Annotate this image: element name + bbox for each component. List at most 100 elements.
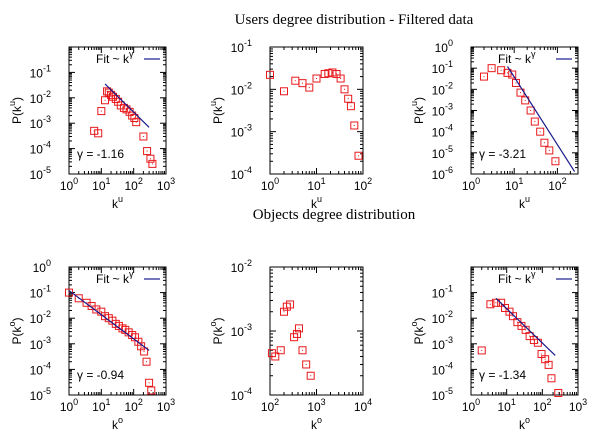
gamma-annotation: γ = -1.16 bbox=[77, 147, 124, 161]
data-point-center bbox=[150, 389, 152, 391]
data-point bbox=[279, 307, 288, 316]
data-point-center bbox=[548, 364, 550, 366]
data-point-center bbox=[554, 160, 556, 162]
data-point-center bbox=[289, 303, 291, 305]
y-tick-label: 10-4 bbox=[432, 360, 453, 377]
data-point-center bbox=[283, 90, 285, 92]
data-point bbox=[145, 378, 154, 387]
data-point bbox=[109, 92, 118, 101]
x-tick-label: 102 bbox=[124, 176, 142, 193]
data-point-center bbox=[106, 90, 108, 92]
data-point-center bbox=[507, 72, 509, 74]
y-tick-label: 10-5 bbox=[30, 165, 51, 182]
data-point-center bbox=[539, 131, 541, 133]
y-tick-label: 10-1 bbox=[432, 59, 453, 76]
y-tick-label: 10-4 bbox=[30, 360, 51, 377]
y-tick-label: 10-1 bbox=[231, 38, 252, 55]
data-point-center bbox=[495, 302, 497, 304]
data-point-center bbox=[131, 115, 133, 117]
gamma-annotation: γ = -1.34 bbox=[479, 368, 526, 382]
data-point-center bbox=[283, 311, 285, 313]
x-tick-label: 102 bbox=[261, 397, 279, 414]
data-point-center bbox=[148, 382, 150, 384]
data-point-center bbox=[142, 135, 144, 137]
data-point bbox=[90, 126, 99, 135]
data-point-center bbox=[525, 329, 527, 331]
data-point-center bbox=[298, 327, 300, 329]
data-point-center bbox=[68, 292, 70, 294]
data-point bbox=[142, 357, 151, 366]
y-tick-label: 10-3 bbox=[432, 335, 453, 352]
data-point bbox=[276, 346, 285, 355]
chart-panel-4: 100 101 102 103 10-5 10-4 10-3 10-2 10-1 100 ko P(k… bbox=[7, 258, 175, 432]
plot-frame bbox=[68, 46, 167, 175]
data-point-center bbox=[294, 80, 296, 82]
data-point bbox=[298, 79, 307, 88]
y-tick-label: 10-1 bbox=[30, 63, 51, 80]
plot-frame bbox=[269, 266, 364, 396]
data-point-center bbox=[121, 327, 123, 329]
data-point-center bbox=[548, 149, 550, 151]
data-point-center bbox=[350, 105, 352, 107]
data-point-center bbox=[97, 132, 99, 134]
y-axis-label: P(ko) bbox=[409, 317, 426, 344]
data-point bbox=[306, 371, 315, 380]
data-point-center bbox=[308, 87, 310, 89]
y-axis-label: P(ku) bbox=[7, 97, 24, 124]
data-point bbox=[92, 305, 101, 314]
data-point-center bbox=[530, 110, 532, 111]
y-tick-label: 10-2 bbox=[432, 80, 453, 97]
data-point bbox=[477, 346, 486, 355]
data-point-center bbox=[133, 117, 135, 119]
y-tick-label: 10-5 bbox=[432, 144, 453, 161]
data-point bbox=[286, 300, 295, 309]
data-point-center bbox=[534, 121, 536, 123]
y-tick-label: 10-2 bbox=[231, 258, 252, 275]
y-tick-label: 10-2 bbox=[432, 309, 453, 326]
row1-title: Users degree distribution - Filtered dat… bbox=[235, 12, 474, 28]
data-point bbox=[140, 347, 149, 356]
y-tick-label: 10-4 bbox=[231, 386, 252, 403]
data-point bbox=[336, 74, 345, 83]
data-point-center bbox=[357, 155, 359, 157]
plot-frame bbox=[470, 266, 579, 396]
data-point-center bbox=[151, 163, 153, 165]
data-point-center bbox=[302, 82, 304, 84]
data-point bbox=[128, 111, 137, 120]
data-point bbox=[266, 70, 274, 79]
data-point bbox=[147, 386, 156, 395]
x-tick-label: 102 bbox=[548, 176, 566, 193]
y-tick-label: 10-5 bbox=[432, 386, 453, 403]
x-tick-label: 103 bbox=[157, 397, 175, 414]
data-point-center bbox=[557, 392, 559, 394]
legend-label: Fit ~ kγ bbox=[498, 269, 536, 286]
data-point-center bbox=[504, 307, 506, 309]
data-point-center bbox=[516, 321, 518, 323]
data-point-center bbox=[123, 107, 125, 109]
data-point bbox=[74, 294, 83, 303]
data-point-center bbox=[149, 158, 151, 160]
gamma-annotation: γ = -3.21 bbox=[479, 147, 526, 161]
data-point bbox=[107, 90, 116, 99]
data-point-center bbox=[491, 67, 493, 69]
x-axis-label: ku bbox=[112, 194, 123, 211]
data-point bbox=[328, 68, 337, 77]
data-point bbox=[130, 114, 139, 123]
data-point-center bbox=[347, 98, 349, 100]
x-tick-label: 102 bbox=[354, 176, 372, 193]
y-tick-label: 100 bbox=[435, 38, 453, 55]
data-point-center bbox=[95, 308, 97, 310]
data-point bbox=[508, 312, 517, 321]
y-axis-label: P(ko) bbox=[7, 317, 24, 344]
chart-panel-1: 100 101 102 103 10-5 10-4 10-3 10-2 10-1 ku P(ku) F… bbox=[7, 46, 175, 211]
data-point bbox=[101, 96, 110, 105]
y-tick-label: 10-3 bbox=[231, 322, 252, 339]
x-tick-label: 101 bbox=[92, 176, 110, 193]
data-point bbox=[554, 388, 563, 397]
data-point-center bbox=[146, 150, 148, 152]
data-point bbox=[487, 64, 496, 73]
data-point bbox=[312, 74, 321, 83]
data-point-center bbox=[316, 78, 317, 80]
data-point bbox=[350, 121, 359, 130]
data-point bbox=[97, 107, 106, 116]
